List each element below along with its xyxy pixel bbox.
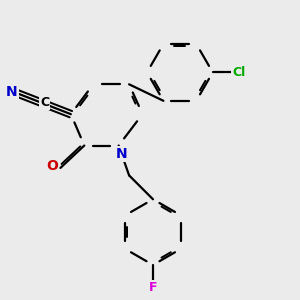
Text: C: C [40,96,49,109]
Text: N: N [6,85,18,99]
Text: F: F [149,281,157,294]
Text: N: N [116,147,127,161]
Text: O: O [46,159,58,173]
Text: Cl: Cl [232,66,245,79]
